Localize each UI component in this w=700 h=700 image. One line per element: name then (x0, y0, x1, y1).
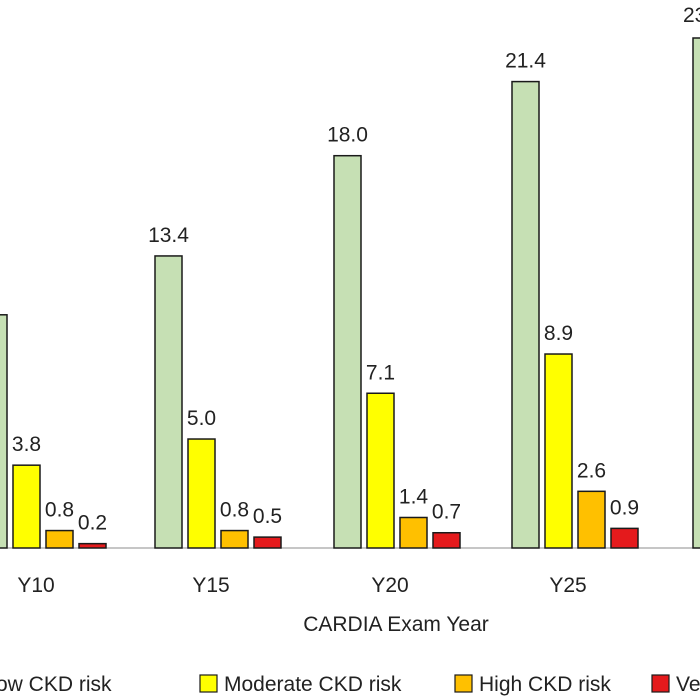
data-label-moderate-ckd-risk-y10: 3.8 (12, 433, 41, 456)
data-label-high-ckd-risk-y25: 2.6 (577, 459, 606, 482)
bar-low-ckd-risk-y10 (0, 314, 8, 549)
data-label-high-ckd-risk-y15: 0.8 (220, 499, 249, 522)
bar-very-high-ckd-risk-y15 (253, 536, 282, 549)
legend-swatch-high-ckd-risk (454, 674, 473, 693)
bar-low-ckd-risk-next-partial (692, 37, 700, 549)
data-label-very-high-ckd-risk-y20: 0.7 (432, 501, 461, 524)
bar-high-ckd-risk-y15 (220, 529, 249, 549)
x-tick-label-y25: Y25 (549, 574, 586, 597)
legend-label-high-ckd-risk: High CKD risk (479, 673, 611, 696)
bar-low-ckd-risk-y15 (154, 255, 183, 549)
x-tick-label-y20: Y20 (371, 574, 408, 597)
x-axis-title: CARDIA Exam Year (303, 613, 489, 636)
data-labels-layer: 73.80.80.213.45.00.80.518.07.11.40.721.4… (12, 4, 700, 535)
legend-label-low-ckd-risk: ow CKD risk (0, 673, 112, 696)
bar-high-ckd-risk-y20 (399, 516, 428, 549)
data-label-very-high-ckd-risk-y10: 0.2 (78, 512, 107, 535)
data-label-very-high-ckd-risk-y15: 0.5 (253, 505, 282, 528)
bar-very-high-ckd-risk-y25 (610, 527, 639, 549)
bar-very-high-ckd-risk-y10 (78, 542, 107, 549)
data-label-very-high-ckd-risk-y25: 0.9 (610, 496, 639, 519)
bar-very-high-ckd-risk-y20 (432, 531, 461, 549)
bar-high-ckd-risk-y25 (577, 490, 606, 549)
legend-swatch-moderate-ckd-risk (199, 674, 218, 693)
x-tick-label-y10: Y10 (17, 574, 54, 597)
bar-high-ckd-risk-y10 (45, 529, 74, 549)
legend: ow CKD risk Moderate CKD risk High CKD ris… (0, 673, 700, 696)
bar-low-ckd-risk-y20 (333, 154, 362, 549)
data-label-high-ckd-risk-y20: 1.4 (399, 485, 429, 508)
x-tick-labels-layer: Y10 Y15 Y20 Y25 (17, 574, 586, 597)
bar-moderate-ckd-risk-y20 (366, 392, 395, 549)
data-label-high-ckd-risk-y10: 0.8 (45, 499, 74, 522)
legend-swatch-very-high-ckd-risk (651, 674, 670, 693)
bar-moderate-ckd-risk-y25 (544, 353, 573, 549)
bars-layer (0, 37, 700, 549)
data-label-moderate-ckd-risk-y25: 8.9 (544, 322, 573, 345)
bar-moderate-ckd-risk-y10 (12, 464, 41, 549)
legend-label-moderate-ckd-risk: Moderate CKD risk (224, 673, 402, 696)
data-label-low-ckd-risk-y20: 18.0 (327, 124, 368, 147)
x-tick-label-y15: Y15 (192, 574, 229, 597)
legend-label-very-high-ckd-risk: Very h (676, 673, 700, 696)
data-label-moderate-ckd-risk-y15: 5.0 (187, 407, 216, 430)
data-label-low-ckd-risk-y25: 21.4 (505, 50, 546, 73)
data-label-moderate-ckd-risk-y20: 7.1 (366, 361, 395, 384)
data-label-low-ckd-risk-next-partial: 23 (683, 4, 700, 27)
bar-low-ckd-risk-y25 (511, 80, 540, 549)
bar-moderate-ckd-risk-y15 (187, 438, 216, 549)
data-label-low-ckd-risk-y15: 13.4 (148, 224, 189, 247)
